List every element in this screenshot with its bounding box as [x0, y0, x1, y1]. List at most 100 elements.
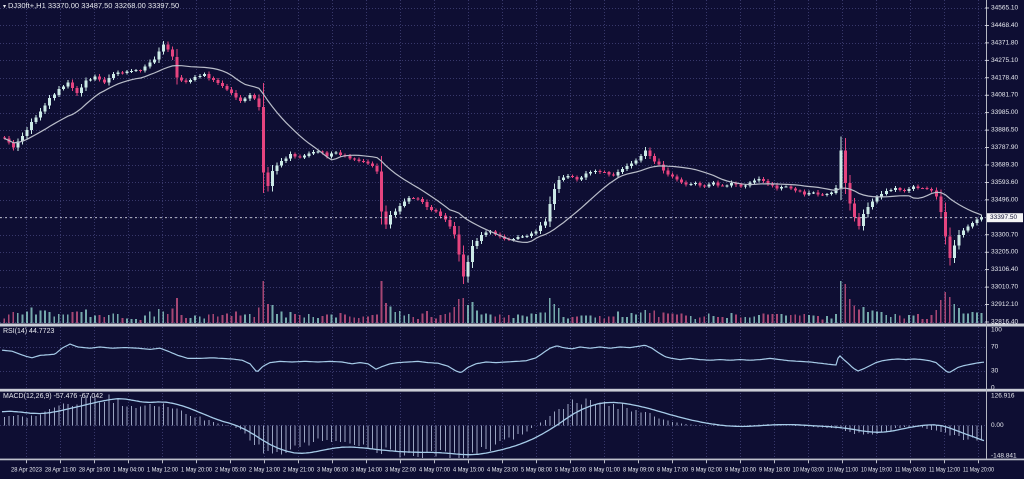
candle-body	[557, 180, 561, 190]
candle	[762, 177, 765, 183]
candle	[339, 149, 343, 157]
candle	[175, 48, 179, 85]
volume-bar	[312, 317, 315, 323]
candle-body	[307, 153, 311, 156]
candle-body	[780, 186, 784, 189]
volume-bar	[885, 315, 888, 323]
pane-separator-bar[interactable]	[0, 323, 1024, 327]
candle-body	[816, 192, 820, 195]
pane-separator[interactable]	[0, 388, 1024, 392]
time-scale-area[interactable]	[0, 459, 1024, 479]
candle-body	[148, 62, 152, 67]
candle-body	[207, 73, 211, 78]
price-axis[interactable]: 34565.10 34468.40 34371.80 34275.10 34178.40…	[985, 5, 1018, 326]
volume-bar	[507, 314, 510, 323]
volume-bar	[835, 313, 837, 323]
pane-separator[interactable]	[0, 323, 1024, 327]
rsi-pane-area[interactable]	[0, 327, 986, 389]
volume-bar	[394, 312, 397, 323]
candle	[589, 170, 593, 176]
volume-bar	[430, 317, 433, 323]
volume-bar	[648, 313, 651, 323]
volume-bar	[685, 315, 687, 323]
candle	[839, 136, 843, 200]
candle-body	[480, 235, 484, 241]
volume-bar	[789, 315, 792, 323]
candle	[466, 255, 470, 283]
candle	[807, 190, 811, 196]
volume-bar	[635, 314, 637, 323]
candle-body	[821, 194, 825, 196]
rsi-axis[interactable]: 100 70 30 0	[991, 327, 1002, 392]
chart-plot-area[interactable]	[0, 0, 986, 323]
volume-bar	[630, 313, 633, 323]
candle	[721, 184, 725, 187]
candle	[966, 224, 970, 233]
volume-bar	[512, 318, 515, 323]
price-scale-area[interactable]	[986, 0, 1024, 459]
volume-bar	[817, 315, 819, 323]
pane-separator[interactable]	[0, 458, 1024, 461]
volume-bar	[417, 318, 419, 323]
candle	[957, 230, 961, 250]
candle-body	[743, 185, 747, 187]
candle	[880, 191, 884, 200]
price-axis-label: 33787.90	[991, 144, 1018, 151]
volume-bar	[544, 312, 547, 323]
volume-bar	[471, 301, 474, 323]
price-axis-label: 34468.40	[991, 22, 1018, 29]
volume-bar	[594, 317, 597, 323]
candle-body	[702, 185, 706, 187]
volume-bar	[462, 297, 465, 323]
candle-body	[862, 214, 865, 226]
candle	[971, 221, 975, 229]
volume-bar	[371, 315, 374, 323]
candle	[812, 191, 815, 194]
candle-body	[689, 183, 693, 185]
volume-bar	[767, 314, 769, 323]
candle-body	[211, 77, 215, 81]
candle-body	[516, 237, 520, 239]
candle-body	[302, 155, 306, 158]
time-axis-label: 9 May 10:00	[725, 467, 756, 474]
candle-body	[475, 240, 479, 247]
candle	[480, 231, 484, 245]
volume-bar	[148, 311, 151, 323]
candle	[766, 179, 770, 186]
candle-body	[698, 183, 702, 186]
candle	[671, 172, 675, 179]
macd-axis[interactable]: 126.916 0.00 -148.841	[991, 393, 1017, 460]
candle-body	[116, 72, 120, 75]
candle-body	[11, 142, 15, 148]
candle-body	[525, 235, 529, 237]
volume-bar	[226, 313, 228, 323]
candle-body	[257, 98, 261, 107]
volume-bar	[403, 315, 406, 323]
candle	[25, 126, 29, 139]
rsi-axis-label: 100	[991, 327, 1002, 334]
candle-body	[662, 164, 665, 171]
volume-bar	[762, 313, 765, 323]
time-axis[interactable]: 28 Apr 202328 Apr 11:0028 Apr 19:001 May…	[11, 460, 994, 474]
volume-bar	[321, 315, 324, 323]
candle-body	[157, 51, 161, 60]
candle-body	[252, 95, 256, 99]
volume-bar	[780, 314, 783, 323]
macd-pane-area[interactable]	[0, 392, 986, 459]
candle-body	[966, 226, 970, 231]
candle-body	[948, 236, 952, 259]
candle-body	[680, 179, 684, 183]
volume-bar	[821, 319, 824, 323]
pane-separator-bar[interactable]	[0, 458, 1024, 461]
candle	[475, 238, 479, 250]
pane-separator-bar[interactable]	[0, 388, 1024, 392]
candle	[975, 217, 979, 226]
volume-bar	[298, 314, 301, 323]
time-axis-label: 11 May 04:00	[895, 467, 926, 474]
volume-bar	[162, 311, 165, 323]
volume-bar	[348, 316, 351, 323]
candle	[584, 170, 588, 180]
candle	[680, 177, 684, 185]
candle-body	[202, 73, 206, 76]
